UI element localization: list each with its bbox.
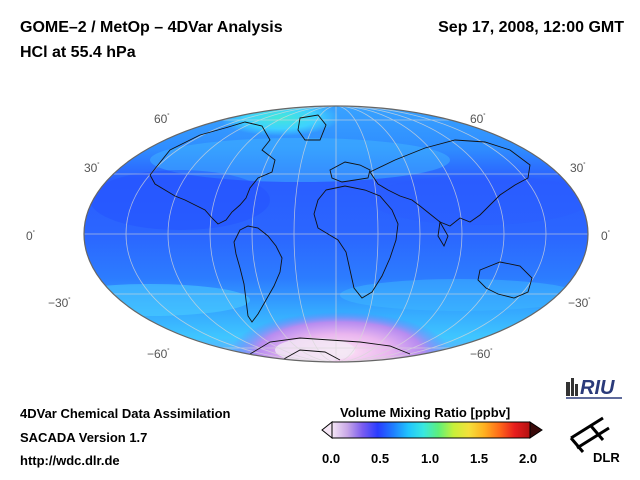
colorbar-tick-0: 0.0: [322, 451, 341, 466]
riu-logo-text: RIU: [580, 377, 615, 399]
lat-label-right-minus60: −60˚: [470, 347, 493, 361]
colorbar-title: Volume Mixing Ratio [ppbv]: [340, 405, 511, 420]
dlr-logo: DLR: [569, 416, 620, 464]
riu-logo: RIU: [566, 377, 622, 399]
coastlines: [149, 114, 533, 361]
lat-label-left-60: 60˚: [154, 112, 170, 126]
footer-url: http://wdc.dlr.de: [20, 453, 120, 468]
colorbar-tick-2: 1.0: [421, 451, 440, 466]
colorbar-tick-1: 0.5: [371, 451, 390, 466]
lat-label-right-minus30: −30˚: [568, 296, 591, 310]
lat-label-left-minus30: −30˚: [48, 296, 71, 310]
lat-label-left-minus60: −60˚: [147, 347, 170, 361]
lat-label-left-30: 30˚: [84, 161, 100, 175]
footer-line-1: 4DVar Chemical Data Assimilation: [20, 406, 231, 421]
colorbar-max-arrow: [529, 421, 543, 439]
map-border: [83, 105, 589, 363]
map-subtitle: HCl at 55.4 hPa: [20, 44, 136, 61]
colorbar-min-arrow: [321, 420, 333, 440]
colorbar: [321, 420, 543, 440]
footer-line-2: SACADA Version 1.7: [20, 430, 148, 445]
lat-label-left-0: 0˚: [26, 229, 36, 243]
map-title: GOME–2 / MetOp – 4DVar Analysis: [20, 19, 283, 36]
lat-label-right-30: 30˚: [570, 161, 586, 175]
lat-label-right-0: 0˚: [601, 229, 611, 243]
colorbar-scale: [331, 421, 531, 439]
lat-label-right-60: 60˚: [470, 112, 486, 126]
datetime-label: Sep 17, 2008, 12:00 GMT: [438, 19, 624, 36]
colorbar-tick-4: 2.0: [519, 451, 538, 466]
colorbar-tick-3: 1.5: [470, 451, 489, 466]
dlr-logo-text: DLR: [593, 450, 620, 464]
